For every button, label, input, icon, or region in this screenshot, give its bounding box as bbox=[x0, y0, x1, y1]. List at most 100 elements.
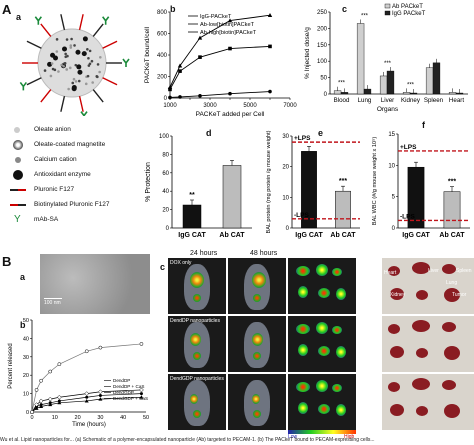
panel-label-Af: f bbox=[422, 120, 425, 130]
legend-label: Oleate anion bbox=[34, 126, 71, 133]
pluronic-chain bbox=[26, 40, 42, 49]
data-point bbox=[198, 94, 202, 98]
data-point bbox=[268, 89, 272, 94]
fluorescence-signal bbox=[252, 272, 266, 288]
particle-dot bbox=[82, 36, 88, 42]
colorbar-label: Low bbox=[288, 434, 298, 440]
antibody-mark bbox=[122, 58, 130, 67]
ex-vivo-organ-image bbox=[288, 316, 356, 372]
data-point bbox=[98, 389, 103, 395]
particle-dot bbox=[47, 61, 53, 67]
fluorescence-signal bbox=[253, 294, 261, 302]
pluronic-chain bbox=[78, 95, 84, 112]
reference-label: -LPS bbox=[400, 213, 415, 220]
time-label-24h: 24 hours bbox=[190, 250, 218, 257]
data-point bbox=[139, 342, 144, 346]
chart-Ab: 0 200 400 600 800 PACKeT bound/cell 1000 3000 50… bbox=[144, 10, 297, 118]
time-label-48h: 48 hours bbox=[250, 250, 278, 257]
fluorescence-signal bbox=[193, 352, 201, 360]
x-tick-label: 40 bbox=[120, 415, 126, 421]
panel-label-A: A bbox=[2, 2, 12, 17]
x-tick-label: 1000 bbox=[163, 103, 177, 109]
colorbar-label: High bbox=[344, 434, 355, 440]
mouse-image bbox=[168, 374, 226, 430]
bar bbox=[443, 191, 461, 229]
particle-dot bbox=[72, 77, 76, 81]
pluronic-chain bbox=[92, 89, 104, 103]
x-tick-label: Kidney bbox=[401, 97, 421, 104]
organ-fluorescence bbox=[332, 384, 342, 392]
data-point bbox=[34, 402, 39, 407]
x-axis-label: Organs bbox=[377, 106, 399, 113]
x-tick-label: 3000 bbox=[203, 103, 217, 109]
y-axis-label: PACKeT bound/cell bbox=[144, 26, 151, 83]
antibody-mark bbox=[34, 16, 42, 25]
y-tick-label: 20 bbox=[23, 373, 29, 379]
data-point bbox=[197, 35, 203, 40]
legend-label: Ab-high[biotin]PACkeT bbox=[200, 30, 257, 36]
organ-fluorescence bbox=[332, 268, 342, 276]
fluorescence-signal bbox=[252, 394, 260, 404]
significance-mark: *** bbox=[384, 61, 392, 67]
fluorescence-signal bbox=[253, 410, 261, 418]
y-tick-label: 60 bbox=[162, 171, 169, 177]
organ bbox=[412, 320, 430, 332]
x-tick-label: 5000 bbox=[243, 103, 257, 109]
y-axis-label: BAL protein (mg protein /g mouse weight) bbox=[266, 130, 272, 233]
particle-dot bbox=[84, 82, 88, 86]
fluorescence-signal bbox=[190, 272, 204, 288]
particle-dot bbox=[64, 52, 67, 56]
organ bbox=[388, 382, 400, 392]
y-tick-label: 10 bbox=[388, 163, 395, 169]
organ-fluorescence bbox=[298, 402, 308, 414]
figure-caption: Wu et al. Lipid nanoparticles for... (a)… bbox=[0, 437, 375, 443]
organ bbox=[442, 380, 456, 390]
data-point bbox=[48, 369, 53, 374]
data-point bbox=[38, 398, 44, 404]
legend-label: Calcium cation bbox=[34, 156, 77, 163]
pluronic-chain bbox=[40, 89, 52, 103]
legend-label: DendDP + CaS bbox=[113, 384, 144, 389]
significance-mark: *** bbox=[338, 81, 346, 87]
chart-Af: 0 5 10 15 BAL WBC (#/g mouse weight x 10⁵) Ig… bbox=[371, 132, 470, 239]
organ-photo bbox=[382, 374, 474, 430]
organ-label: Liver bbox=[428, 268, 439, 274]
data-point bbox=[198, 55, 202, 59]
particle-dot bbox=[90, 59, 94, 63]
data-point bbox=[48, 402, 53, 407]
y-tick-label: 250 bbox=[317, 10, 328, 16]
data-point bbox=[178, 69, 182, 73]
data-point bbox=[57, 400, 62, 405]
significance-mark: *** bbox=[361, 13, 369, 19]
data-point bbox=[228, 91, 232, 96]
y-axis-label: % Protection bbox=[145, 162, 152, 202]
particle-dot bbox=[50, 62, 54, 65]
organ-photo bbox=[382, 316, 474, 372]
y-tick-label: 5 bbox=[392, 195, 396, 201]
y-tick-label: 30 bbox=[23, 355, 29, 361]
y-tick-label: 20 bbox=[162, 208, 169, 214]
particle-dot bbox=[96, 63, 100, 66]
y-tick-label: 0 bbox=[392, 226, 396, 232]
organ bbox=[390, 404, 404, 416]
data-point bbox=[57, 362, 62, 367]
x-tick-label: Blood bbox=[334, 97, 350, 104]
particle-dot bbox=[69, 46, 73, 49]
pluronic-chain bbox=[78, 14, 84, 31]
organ-fluorescence bbox=[318, 346, 330, 356]
particle-dot bbox=[60, 63, 63, 67]
x-tick-label: 50 bbox=[143, 415, 149, 421]
organ-fluorescence bbox=[296, 266, 310, 276]
bar bbox=[386, 70, 395, 95]
data-point bbox=[268, 44, 272, 49]
particle-dot bbox=[77, 69, 83, 75]
organ bbox=[442, 322, 456, 332]
data-point bbox=[85, 395, 89, 399]
bar bbox=[425, 67, 434, 95]
pluronic-chain bbox=[102, 77, 118, 86]
panel-label-Ae: e bbox=[318, 128, 324, 138]
mouse-image bbox=[228, 316, 286, 372]
data-point bbox=[168, 95, 172, 100]
legend-label: DendDP bbox=[113, 378, 130, 383]
legend-label: IgG PACkeT bbox=[392, 11, 426, 17]
